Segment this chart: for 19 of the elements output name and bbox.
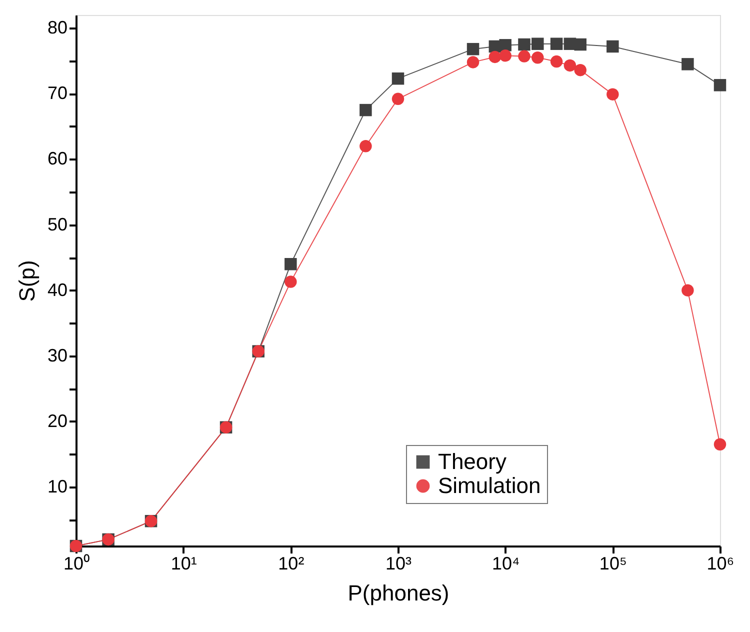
y-axis-title: S(p) (14, 260, 40, 302)
y-tick-label: 40 (47, 280, 68, 300)
x-tick-label: 10⁵ (599, 554, 627, 574)
legend-label: Theory (438, 449, 506, 474)
y-tick-label: 80 (47, 18, 68, 38)
x-tick-label: 10² (278, 554, 304, 574)
x-tick-label: 10³ (385, 554, 412, 574)
y-tick-label: 10 (47, 476, 68, 496)
y-tick-label: 70 (47, 83, 68, 104)
y-tick-label: 50 (47, 214, 68, 234)
x-tick-label: 10⁶ (706, 554, 734, 574)
x-axis-title: P(phones) (348, 580, 450, 606)
y-tick-label: 60 (47, 148, 68, 169)
legend-label: Simulation (438, 473, 541, 498)
x-tick-label: 10¹ (170, 554, 197, 574)
x-tick-label: 10⁴ (492, 554, 520, 574)
y-tick-label: 20 (47, 410, 68, 431)
y-tick-label: 30 (47, 345, 68, 366)
x-tick-label: 10⁰ (63, 554, 90, 574)
